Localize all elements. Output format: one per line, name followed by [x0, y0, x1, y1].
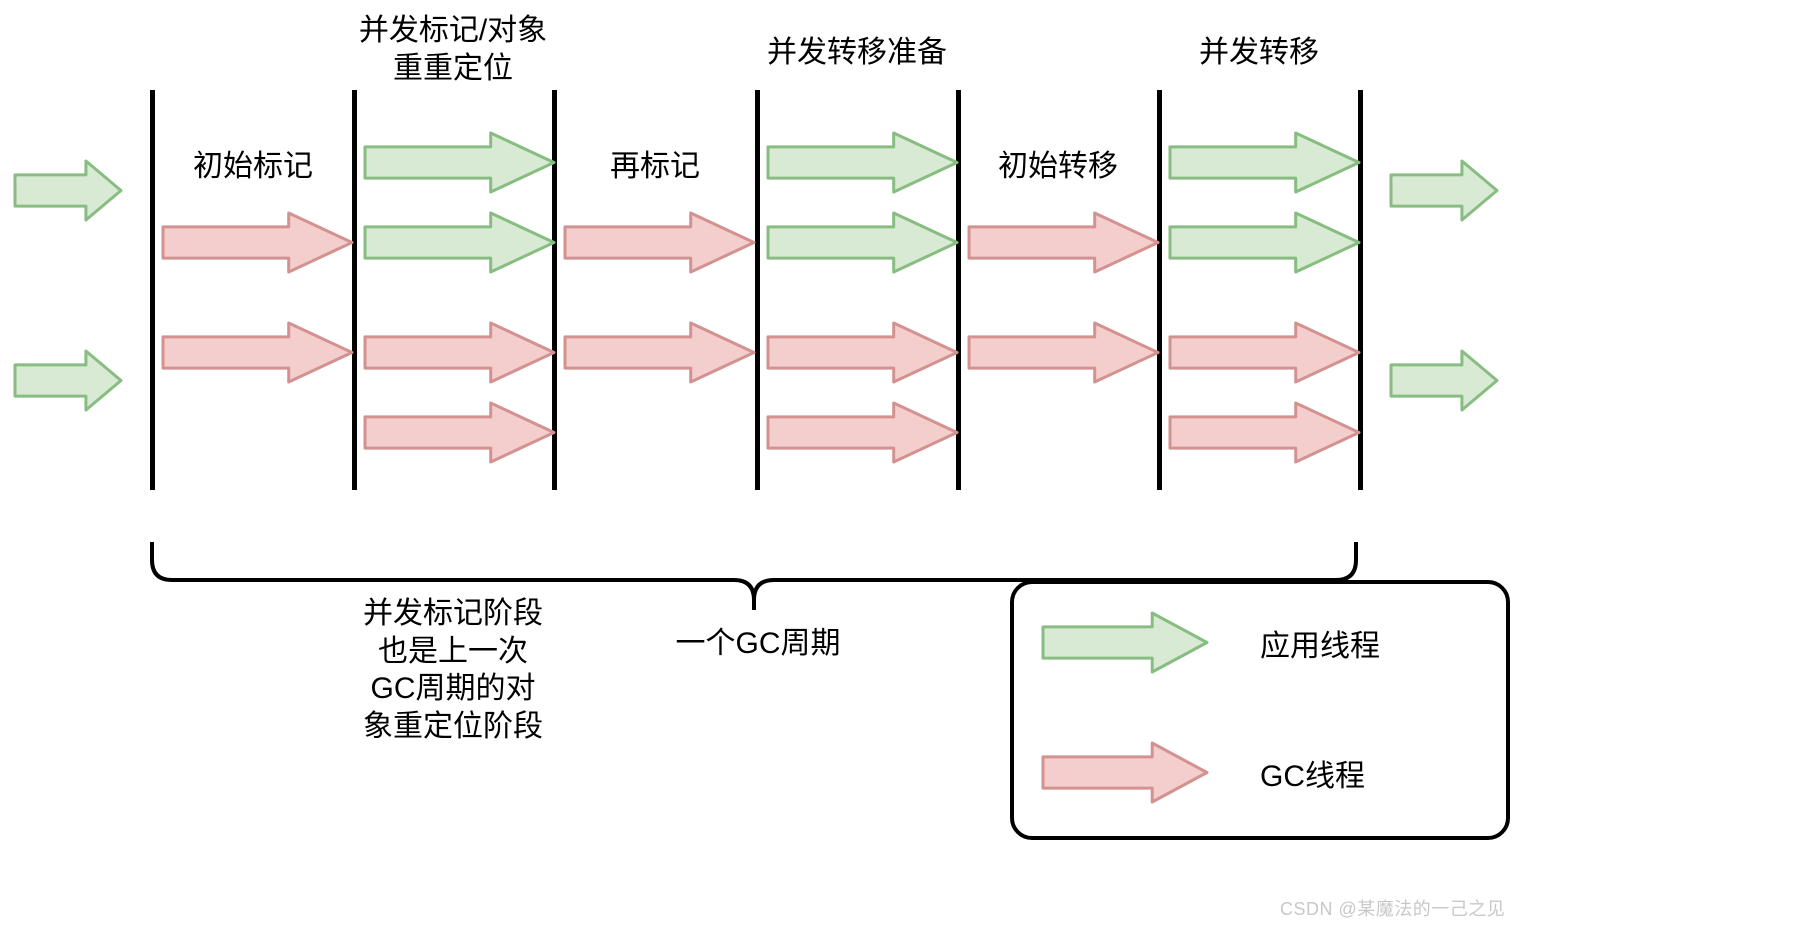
- p1-gc-r2-arrow: [160, 210, 355, 275]
- pre-app-bot-arrow: [12, 348, 124, 413]
- p4-gc-r4-arrow: [765, 400, 960, 465]
- legend-label-red: GC线程: [1260, 758, 1365, 796]
- phase-label-mid: 再标记: [555, 148, 755, 186]
- p3-gc-r3-arrow: [562, 320, 757, 385]
- pre-app-top-arrow: [12, 158, 124, 223]
- concurrent-mark-note: 并发标记阶段 也是上一次 GC周期的对 象重定位阶段: [333, 595, 573, 745]
- watermark-text: CSDN @某魔法的一己之见: [1280, 895, 1505, 921]
- p3-gc-r2-arrow: [562, 210, 757, 275]
- p1-gc-r3-arrow: [160, 320, 355, 385]
- p2-gc-r4-arrow: [362, 400, 557, 465]
- p5-gc-r3-arrow: [966, 320, 1161, 385]
- p4-gc-r3-arrow: [765, 320, 960, 385]
- phase-label-mid: 初始标记: [153, 148, 353, 186]
- legend-label-green: 应用线程: [1260, 628, 1380, 666]
- p6-gc-r3-arrow: [1167, 320, 1362, 385]
- legend-arrow-green: [1040, 610, 1210, 675]
- gc-cycle-label: 一个GC周期: [638, 625, 878, 663]
- phase-label-top: 并发转移: [1139, 34, 1379, 72]
- legend-arrow-red: [1040, 740, 1210, 805]
- p2-app-r1-arrow: [362, 130, 557, 195]
- p4-app-r1-arrow: [765, 130, 960, 195]
- post-app-top-arrow: [1388, 158, 1500, 223]
- p4-app-r2-arrow: [765, 210, 960, 275]
- p6-app-r1-arrow: [1167, 130, 1362, 195]
- phase-label-mid: 初始转移: [958, 148, 1158, 186]
- p2-gc-r3-arrow: [362, 320, 557, 385]
- p5-gc-r2-arrow: [966, 210, 1161, 275]
- phase-label-top: 并发标记/对象 重重定位: [333, 12, 573, 87]
- p2-app-r2-arrow: [362, 210, 557, 275]
- p6-app-r2-arrow: [1167, 210, 1362, 275]
- p6-gc-r4-arrow: [1167, 400, 1362, 465]
- phase-divider: [755, 90, 760, 490]
- post-app-bot-arrow: [1388, 348, 1500, 413]
- phase-label-top: 并发转移准备: [737, 34, 977, 72]
